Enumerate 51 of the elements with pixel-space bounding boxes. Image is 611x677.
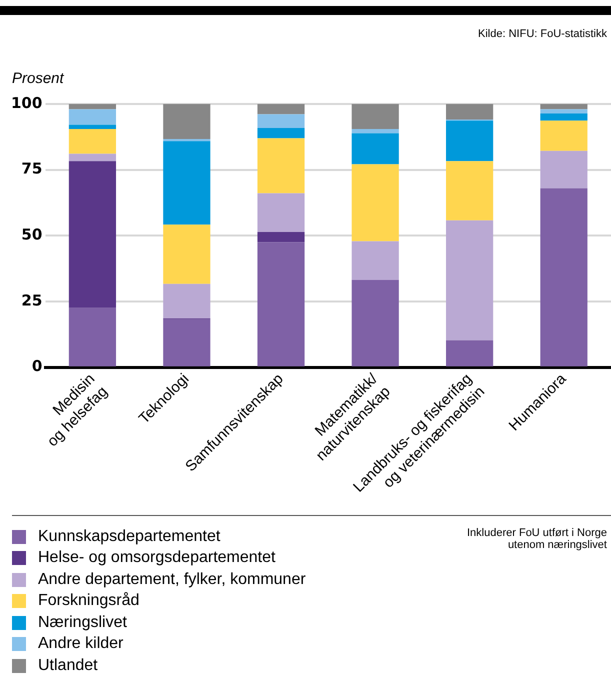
bar [257,242,305,366]
bar [257,138,305,194]
legend-label: Helse- og omsorgsdepartementet [38,549,276,568]
bar [446,220,494,340]
bar [352,280,399,366]
bar [68,109,116,125]
bar [68,161,116,308]
bar [352,133,399,164]
bar [540,113,588,121]
y-axis-title: Prosent [12,70,64,87]
legend-label: Kunnskapsdepartementet [38,528,220,546]
bar [163,104,210,140]
bar [352,241,399,280]
bar [163,284,210,318]
legend-label: Forskningsråd [38,592,140,610]
bar [68,124,116,130]
legend-label: Andre kilder [38,635,124,654]
bar [257,114,305,128]
bar [446,104,494,120]
y-tick-label: 0 [32,357,42,376]
bar [68,308,116,366]
bar [163,141,210,225]
bar [68,104,116,110]
bar [352,129,399,134]
bar [257,193,305,232]
bar [163,319,210,366]
y-tick-label: 100 [11,94,42,112]
bar [257,232,305,242]
bar [540,150,588,188]
legend-label: Andre departement, fylker, kommuner [38,570,306,589]
bar [446,120,494,162]
bar [540,104,588,110]
bar [540,120,588,151]
y-tick-label: 50 [21,226,42,244]
bar [352,164,399,242]
bar [540,109,588,114]
bar [352,104,399,130]
bar [257,104,305,114]
bar [446,340,494,366]
bar [446,161,494,220]
text: Inkluderer FoU utført i Norge utenom næringslivet [466,527,607,551]
bar [540,188,588,366]
bar [68,129,116,154]
legend-label: Utlandet [38,656,98,675]
y-tick-label: 25 [21,291,42,310]
bar [68,154,116,162]
bar [163,224,210,284]
bar [257,128,305,138]
y-tick-label: 75 [21,160,42,178]
text: Kilde: NIFU: FoU-statistikk [478,28,607,40]
legend-label: Næringslivet [38,614,127,632]
